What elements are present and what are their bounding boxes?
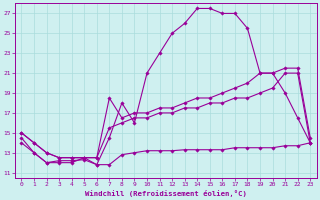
X-axis label: Windchill (Refroidissement éolien,°C): Windchill (Refroidissement éolien,°C): [85, 190, 247, 197]
